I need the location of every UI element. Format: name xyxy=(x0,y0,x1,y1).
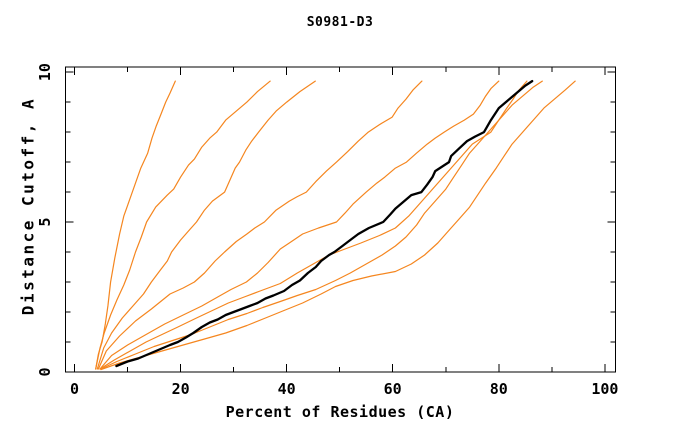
y-tick-label: 5 xyxy=(36,217,54,226)
series-model-3 xyxy=(96,80,316,370)
series-model-6 xyxy=(99,80,528,370)
series-lines xyxy=(95,79,576,371)
x-tick-label: 60 xyxy=(384,380,402,398)
plot-frame xyxy=(65,66,616,373)
x-axis-label: Percent of Residues (CA) xyxy=(225,403,455,421)
series-model-1 xyxy=(95,80,176,370)
series-reference-black xyxy=(115,79,534,368)
x-tick-label: 20 xyxy=(172,380,190,398)
series-model-4 xyxy=(97,80,423,370)
y-tick-label: 0 xyxy=(36,367,54,376)
y-tick-label: 10 xyxy=(36,63,54,81)
x-tick-label: 80 xyxy=(490,380,508,398)
x-tick-label: 40 xyxy=(278,380,296,398)
series-model-8 xyxy=(100,80,576,371)
x-tick-label: 0 xyxy=(70,380,79,398)
chart-title: S0981-D3 xyxy=(306,15,374,30)
series-model-5 xyxy=(99,80,500,370)
axis-ticks xyxy=(65,67,616,373)
series-model-7 xyxy=(100,80,543,370)
series-model-2 xyxy=(95,80,271,370)
tick-labels: 0 20 40 60 80 100 0 5 10 xyxy=(36,63,618,398)
x-tick-label: 100 xyxy=(591,380,618,398)
